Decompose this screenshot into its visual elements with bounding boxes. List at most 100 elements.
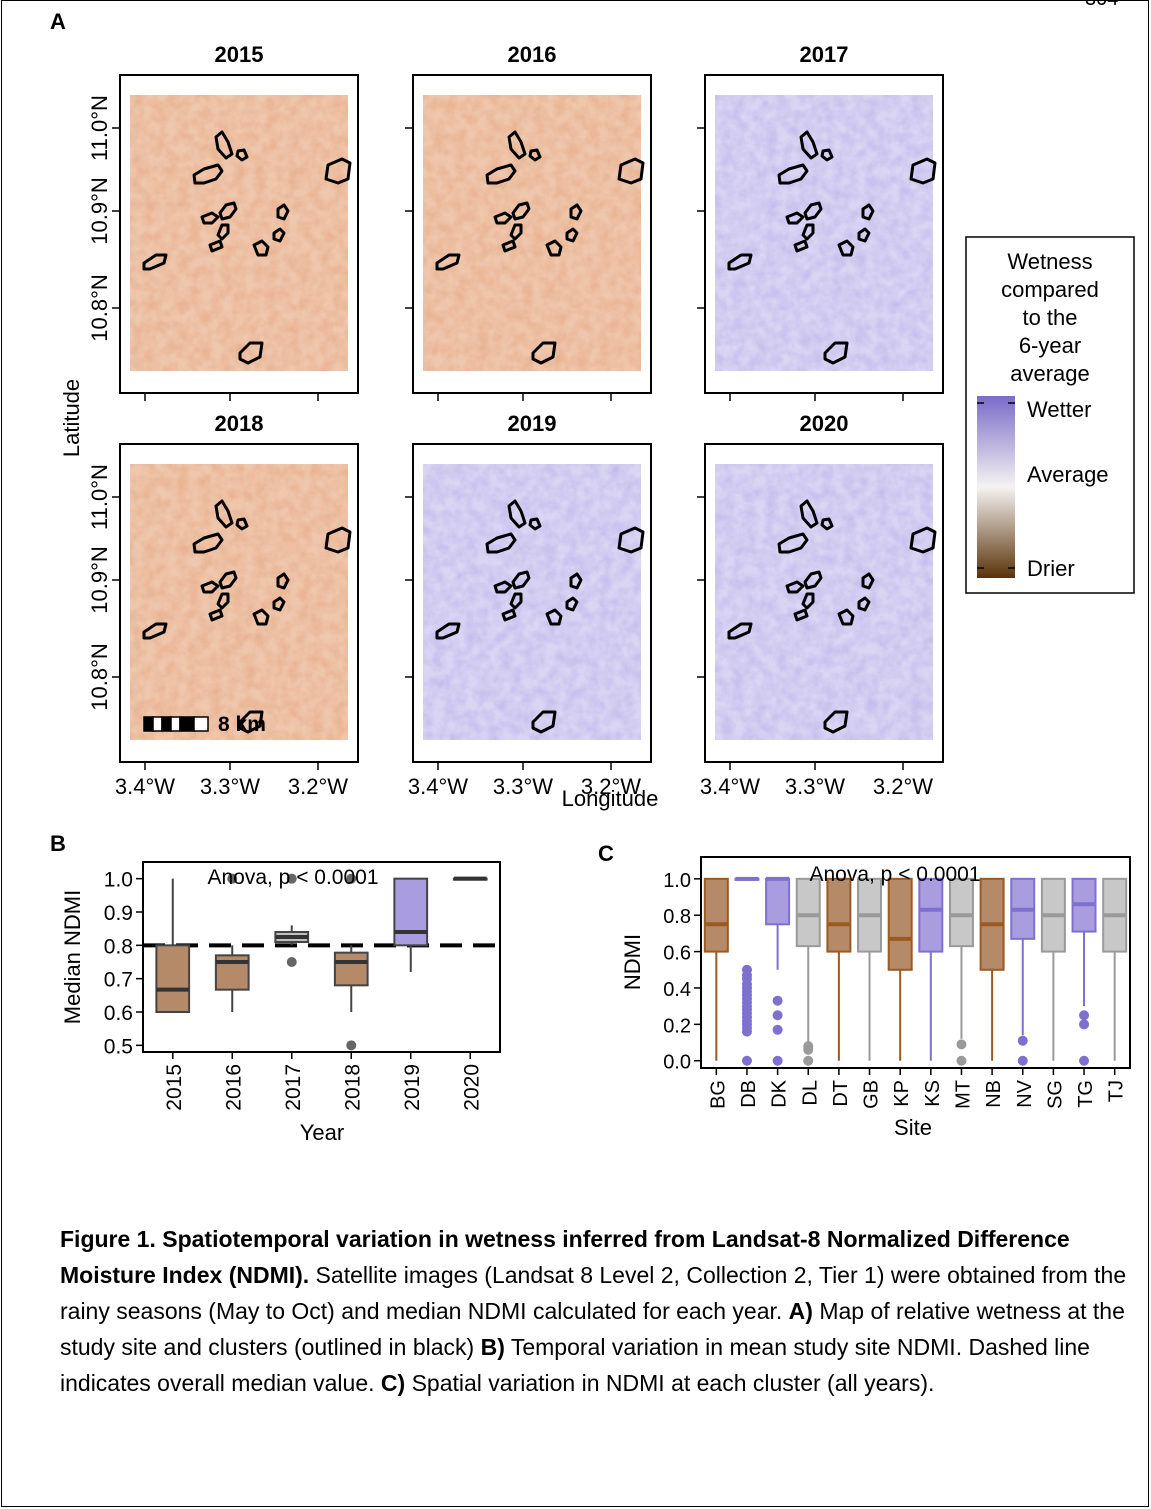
outlier-point bbox=[227, 873, 238, 884]
legend-label-drier: Drier bbox=[1027, 556, 1075, 581]
chart-c-site-ndmi: 0.0 0.2 0.4 0.6 0.8 1.0 BG DB DK DL DT GB KP KS MT NB NV… bbox=[620, 856, 1131, 1140]
box-DK: DK bbox=[765, 876, 791, 1108]
longitude-tick-label: 3.2°W bbox=[288, 774, 348, 799]
cluster-outline bbox=[545, 239, 563, 257]
x-tick-label: 2019 bbox=[401, 1064, 424, 1111]
outlier-point bbox=[772, 1024, 783, 1035]
y-tick-label: 0.8 bbox=[663, 906, 691, 928]
plot-frame bbox=[142, 861, 501, 1053]
x-tick-label: 2017 bbox=[282, 1064, 305, 1111]
map-panel-2018: 2018 11.0°N 10.9°N 10.8°N 3.4°W 3.3°W 3.2°W 8 k… bbox=[87, 411, 359, 799]
cluster-outline bbox=[507, 499, 527, 529]
figure-caption: Figure 1. Spatiotemporal variation in we… bbox=[60, 1222, 1130, 1401]
caption-label-c: C) bbox=[380, 1369, 406, 1396]
cluster-outline bbox=[799, 130, 819, 160]
box-iqr bbox=[826, 877, 852, 953]
box-iqr bbox=[948, 877, 974, 948]
cluster-outline bbox=[192, 163, 224, 185]
box-DT: DT bbox=[826, 877, 852, 1107]
y-tick-label: 1.0 bbox=[104, 869, 133, 892]
x-tick-label: 2020 bbox=[460, 1064, 483, 1111]
outlier-point bbox=[346, 1040, 357, 1051]
cluster-outlines bbox=[142, 499, 352, 734]
cluster-outline bbox=[861, 572, 875, 590]
caption-text-c: Spatial variation in NDMI at each cluste… bbox=[405, 1369, 935, 1396]
cluster-outline bbox=[272, 596, 286, 612]
cluster-outline bbox=[820, 517, 834, 531]
box-NV: NV bbox=[1010, 877, 1036, 1108]
map-raster-texture bbox=[423, 95, 641, 371]
cluster-outline bbox=[511, 201, 531, 221]
x-tick-label: TJ bbox=[1106, 1080, 1128, 1102]
box-iqr bbox=[918, 877, 944, 953]
map-panel-2019: 2019 3.4°W 3.3°W 3.2°W bbox=[405, 411, 652, 799]
scale-bar-segment bbox=[170, 716, 181, 732]
y-tick-label: 0.6 bbox=[663, 943, 691, 965]
cluster-outline bbox=[507, 130, 527, 160]
cluster-outline bbox=[252, 608, 270, 626]
outlier-point bbox=[803, 1044, 814, 1055]
cluster-outline bbox=[324, 526, 352, 554]
box-iqr bbox=[703, 877, 729, 953]
cluster-outline bbox=[803, 570, 823, 590]
cluster-outline bbox=[909, 157, 937, 185]
outlier-point bbox=[1079, 1019, 1090, 1030]
box-2016: 2016 bbox=[214, 873, 250, 1111]
cluster-outline bbox=[837, 239, 855, 257]
box-2018: 2018 bbox=[333, 873, 369, 1111]
cluster-outline bbox=[528, 517, 542, 531]
cluster-outline bbox=[565, 227, 579, 243]
cluster-outline bbox=[238, 710, 264, 734]
cluster-outline bbox=[823, 710, 849, 734]
x-tick-label: 2016 bbox=[222, 1064, 245, 1111]
y-axis-title-c: NDMI bbox=[620, 934, 645, 990]
outlier-point bbox=[346, 873, 357, 884]
x-tick-label: GB bbox=[861, 1080, 883, 1109]
map-raster-texture bbox=[130, 95, 348, 371]
cluster-outline bbox=[200, 580, 220, 594]
cluster-outline bbox=[777, 532, 809, 554]
legend-color-ramp bbox=[977, 396, 1015, 578]
scale-bar-segment bbox=[179, 716, 195, 732]
cluster-outline bbox=[238, 341, 264, 365]
cluster-outline bbox=[569, 572, 583, 590]
longitude-axis-title: Longitude bbox=[562, 786, 659, 811]
x-tick-label: DL bbox=[799, 1080, 821, 1106]
caption-text-a: Map of relative wetness at the study sit… bbox=[60, 1297, 1125, 1360]
cluster-outline bbox=[785, 211, 805, 225]
cluster-outline bbox=[214, 499, 234, 529]
cluster-outline bbox=[569, 203, 583, 221]
cluster-outline bbox=[324, 157, 352, 185]
outlier-point bbox=[1017, 1055, 1028, 1066]
map-panel-2015: 2015 11.0°N 10.9°N 10.8°N bbox=[87, 42, 359, 401]
cluster-outline bbox=[531, 710, 557, 734]
scale-bar-segment bbox=[193, 716, 209, 732]
cluster-outline bbox=[509, 592, 523, 610]
x-tick-label: NV bbox=[1014, 1079, 1036, 1107]
page-number: 304 bbox=[1085, 0, 1118, 11]
outlier-point bbox=[741, 1055, 752, 1066]
map-panel-2016: 2016 bbox=[405, 42, 652, 401]
box-2015: 2015 bbox=[155, 878, 191, 1111]
cluster-outline bbox=[528, 148, 542, 162]
cluster-outline bbox=[485, 163, 517, 185]
outlier-point bbox=[741, 1026, 752, 1037]
outlier-point bbox=[286, 873, 297, 884]
scale-bar: 8 km bbox=[143, 713, 266, 736]
cluster-outline bbox=[218, 570, 238, 590]
cluster-outline bbox=[727, 253, 753, 271]
x-axis-title-c: Site bbox=[894, 1115, 932, 1140]
cluster-outline bbox=[545, 608, 563, 626]
latitude-tick-label: 10.9°N bbox=[87, 546, 112, 614]
legend-label-average: Average bbox=[1027, 462, 1109, 487]
longitude-tick-label: 3.4°W bbox=[115, 774, 175, 799]
caption-title: Figure 1. Spatiotemporal variation in we… bbox=[60, 1226, 1070, 1288]
outlier-point bbox=[956, 1039, 967, 1050]
cluster-outline bbox=[823, 341, 849, 365]
map-panel-2017: 2017 bbox=[697, 42, 944, 401]
anova-annotation-c: Anova, p < 0.0001 bbox=[809, 863, 980, 886]
latitude-tick-label: 10.8°N bbox=[87, 274, 112, 342]
map-raster-texture bbox=[715, 95, 933, 371]
outlier-point bbox=[1079, 1055, 1090, 1066]
